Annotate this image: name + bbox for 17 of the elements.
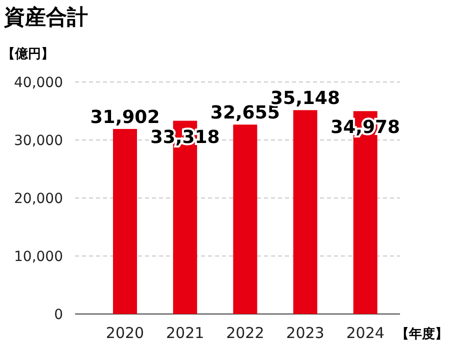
x-tick-label: 2021	[166, 324, 204, 342]
y-tick-label: 10,000	[14, 249, 63, 265]
bar	[113, 128, 137, 314]
x-tick-label: 2022	[226, 324, 264, 342]
x-tick-label: 2024	[346, 324, 384, 342]
x-tick-label: 2023	[286, 324, 324, 342]
y-tick-label: 40,000	[14, 75, 63, 91]
bar	[293, 110, 318, 314]
x-tick-label: 2020	[106, 324, 144, 342]
y-tick-label: 30,000	[14, 133, 63, 149]
x-axis-title: 【年度】	[396, 326, 448, 342]
chart-title: 資産合計	[3, 5, 88, 29]
y-axis-title: 【億円】	[2, 46, 54, 62]
data-label: 31,902	[90, 106, 160, 128]
bar	[233, 124, 258, 314]
y-tick-label: 20,000	[14, 191, 63, 207]
y-tick-label: 0	[54, 307, 63, 323]
